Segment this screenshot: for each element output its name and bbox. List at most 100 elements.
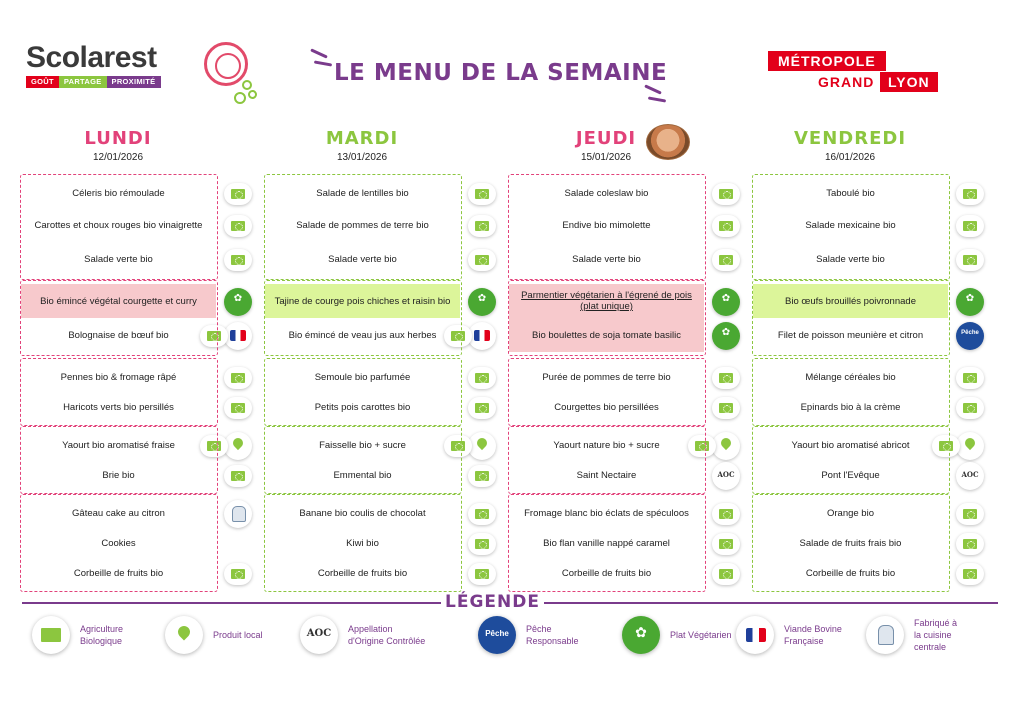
- legend-item: Pêche Responsable: [478, 612, 579, 658]
- menu-item: Kiwi bio: [346, 537, 379, 549]
- menu-item: Salade verte bio: [84, 253, 153, 265]
- vegetarian-icon: [468, 288, 496, 316]
- organic-icon: [224, 367, 252, 389]
- menu-item: Parmentier végétarien à l'égrené de pois…: [509, 284, 704, 318]
- local-product-icon: [468, 432, 496, 460]
- quality-stamp-icon: [204, 42, 248, 86]
- legend-item: Appellation d'Origine Contrôlée: [300, 612, 425, 658]
- menu-block: Purée de pommes de terre bio Courgettes b…: [508, 358, 706, 426]
- title-deco-icon: [310, 48, 328, 59]
- organic-icon: [956, 215, 984, 237]
- aoc-icon: [956, 462, 984, 490]
- organic-icon: [468, 503, 496, 525]
- menu-item: Purée de pommes de terre bio: [542, 371, 671, 383]
- local-product-icon: [224, 432, 252, 460]
- organic-icon: [712, 397, 740, 419]
- vegetarian-icon: [712, 322, 740, 350]
- menu-item: Bio œufs brouillés poivronnade: [753, 284, 948, 318]
- legend-item: Fabriqué à la cuisine centrale: [866, 612, 957, 658]
- metropole-line1: MÉTROPOLE: [768, 51, 886, 71]
- day-date: 13/01/2026: [336, 152, 388, 163]
- day-name: LUNDI: [84, 128, 152, 149]
- legend-title: LÉGENDE: [441, 592, 544, 612]
- menu-item: Pennes bio & fromage râpé: [60, 371, 177, 383]
- day-header-lundi: LUNDI 12/01/2026: [20, 128, 216, 164]
- organic-icon: [224, 563, 252, 585]
- organic-icon: [956, 533, 984, 555]
- organic-icon: [468, 465, 496, 487]
- menu-item: Saint Nectaire: [576, 469, 637, 481]
- menu-block: Bio émincé végétal courgette et curry Bol…: [20, 280, 218, 356]
- menu-block: Yaourt bio aromatisé fraise Brie bio: [20, 426, 218, 494]
- tagline-partage: PARTAGE: [58, 76, 107, 88]
- menu-item: Corbeille de fruits bio: [561, 567, 652, 579]
- brand-tagline: GOÛT PARTAGE PROXIMITÉ: [26, 76, 186, 88]
- legend-item: Viande Bovine Française: [736, 612, 842, 658]
- organic-icon: [956, 397, 984, 419]
- menu-item: Orange bio: [826, 507, 874, 519]
- organic-icon: [712, 215, 740, 237]
- menu-block: Taboulé bio Salade mexicaine bio Salade ve…: [752, 174, 950, 280]
- organic-icon: [224, 249, 252, 271]
- menu-item: Salade verte bio: [572, 253, 641, 265]
- organic-icon: [468, 533, 496, 555]
- organic-icon: [956, 183, 984, 205]
- menu-item: Salade verte bio: [816, 253, 885, 265]
- organic-icon: [200, 435, 228, 457]
- menu-block: Salade de lentilles bio Salade de pommes …: [264, 174, 462, 280]
- day-header-vendredi: VENDREDI 16/01/2026: [752, 128, 948, 164]
- menu-block: Tajine de courge pois chiches et raisin …: [264, 280, 462, 356]
- menu-item: Salade de pommes de terre bio: [296, 219, 429, 231]
- organic-icon: [956, 563, 984, 585]
- legend-label: Viande Bovine Française: [784, 624, 842, 646]
- day-header-mardi: MARDI 13/01/2026: [264, 128, 460, 164]
- menu-item: Endive bio mimolette: [562, 219, 651, 231]
- organic-icon: [32, 616, 70, 654]
- vegetarian-icon: [712, 288, 740, 316]
- menu-item: Salade de lentilles bio: [316, 187, 409, 199]
- menu-item: Bio boulettes de soja tomate basilic: [509, 318, 704, 352]
- menu-block: Banane bio coulis de chocolat Kiwi bio Cor…: [264, 494, 462, 592]
- menu-item: Tajine de courge pois chiches et raisin …: [265, 284, 460, 318]
- legend-label: Appellation d'Origine Contrôlée: [348, 624, 426, 646]
- organic-icon: [712, 183, 740, 205]
- day-date: 12/01/2026: [92, 152, 144, 163]
- menu-item: Taboulé bio: [826, 187, 875, 199]
- central-kitchen-icon: [866, 616, 904, 654]
- organic-icon: [468, 397, 496, 419]
- menu-item: Mélange céréales bio: [805, 371, 896, 383]
- legend-label: Plat Végétarien: [670, 630, 732, 640]
- page-title: LE MENU DE LA SEMAINE: [334, 60, 668, 86]
- menu-item: Bio émincé végétal courgette et curry: [21, 284, 216, 318]
- menu-item: Carottes et choux rouges bio vinaigrette: [34, 219, 203, 231]
- menu-item: Semoule bio parfumée: [314, 371, 411, 383]
- aoc-icon: [300, 616, 338, 654]
- menu-item: Corbeille de fruits bio: [805, 567, 896, 579]
- menu-item: Corbeille de fruits bio: [317, 567, 408, 579]
- menu-block: Yaourt bio aromatisé abricot Pont l'Evêqu…: [752, 426, 950, 494]
- organic-icon: [224, 183, 252, 205]
- menu-item: Salade mexicaine bio: [805, 219, 896, 231]
- menu-block: Pennes bio & fromage râpé Haricots verts …: [20, 358, 218, 426]
- menu-item: Bio émincé de veau jus aux herbes: [288, 329, 437, 341]
- organic-icon: [444, 435, 472, 457]
- organic-icon: [688, 435, 716, 457]
- day-date: 15/01/2026: [580, 152, 632, 163]
- menu-item: Fromage blanc bio éclats de spéculoos: [524, 507, 689, 519]
- day-header-jeudi: JEUDI 15/01/2026: [508, 128, 704, 164]
- menu-block: Semoule bio parfumée Petits pois carottes…: [264, 358, 462, 426]
- organic-icon: [224, 215, 252, 237]
- title-deco-icon: [313, 60, 333, 67]
- menu-item: Yaourt nature bio + sucre: [553, 439, 660, 451]
- french-beef-icon: [468, 322, 496, 350]
- menu-item: Petits pois carottes bio: [314, 401, 411, 413]
- menu-item: Salade coleslaw bio: [564, 187, 649, 199]
- legend-label: Pêche Responsable: [526, 624, 579, 646]
- aoc-icon: [712, 462, 740, 490]
- menu-block: Céleris bio rémoulade Carottes et choux r…: [20, 174, 218, 280]
- organic-icon: [712, 503, 740, 525]
- legend-item: Produit local: [165, 612, 263, 658]
- menu-block: Fromage blanc bio éclats de spéculoos Bio…: [508, 494, 706, 592]
- french-beef-icon: [736, 616, 774, 654]
- menu-item: Pont l'Evêque: [821, 469, 880, 481]
